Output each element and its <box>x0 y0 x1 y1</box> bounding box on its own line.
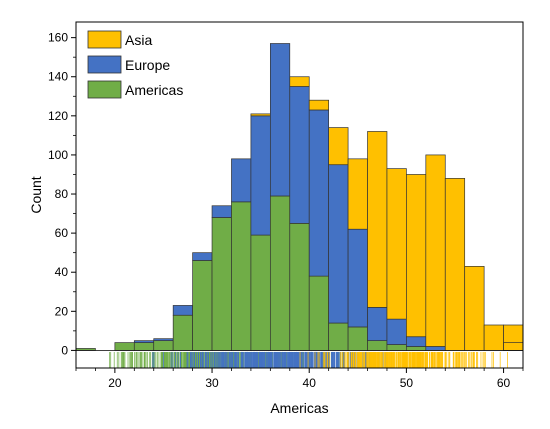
bar-asia-50 <box>406 174 427 338</box>
bar-americas-36 <box>269 195 291 351</box>
y-tick-label: 40 <box>55 265 69 279</box>
x-tick-label: 30 <box>205 376 219 390</box>
bar-asia-42 <box>328 127 349 166</box>
bar-europe-32 <box>231 158 252 203</box>
bar-asia-60 <box>503 342 524 351</box>
bar-asia-40 <box>308 99 330 111</box>
bar-americas-46 <box>367 340 388 351</box>
bar-americas-44 <box>347 326 368 351</box>
legend-label-asia: Asia <box>125 32 152 48</box>
bar-americas-50 <box>406 346 427 351</box>
bar-americas-20 <box>114 342 135 351</box>
bar-asia-48 <box>386 168 407 320</box>
bar-europe-28 <box>192 252 213 261</box>
bar-americas-22 <box>133 342 155 351</box>
bar-americas-42 <box>328 322 349 351</box>
bar-asia-58 <box>483 324 504 351</box>
bar-americas-34 <box>250 234 271 351</box>
bar-americas-24 <box>153 340 174 351</box>
legend-label-americas: Americas <box>125 82 183 98</box>
bar-asia-52 <box>425 154 446 347</box>
bar-asia-56 <box>464 266 485 351</box>
x-axis: 20 30 40 50 60 <box>75 368 524 390</box>
bar-europe-24 <box>153 338 174 341</box>
x-tick-label: 40 <box>303 376 317 390</box>
y-tick-label: 20 <box>55 304 69 318</box>
bar-europe-48 <box>386 318 407 345</box>
bar-asia-54 <box>444 178 466 351</box>
y-axis-label: Count <box>28 176 44 213</box>
bars-group <box>75 43 524 351</box>
bar-americas-26 <box>172 314 193 351</box>
legend-label-europe: Europe <box>125 57 170 73</box>
legend-swatch-asia <box>87 30 122 49</box>
bar-asia-44 <box>347 158 368 230</box>
y-tick-label: 120 <box>48 109 68 123</box>
legend: Asia Europe Americas <box>87 30 183 99</box>
bar-americas-48 <box>386 344 407 351</box>
rug-plot <box>109 351 508 368</box>
bar-europe-42 <box>328 164 349 324</box>
bar-europe-52 <box>425 346 446 351</box>
y-tick-label: 140 <box>48 70 68 84</box>
bar-europe-38 <box>289 86 310 224</box>
bar-europe-46 <box>367 307 388 341</box>
bar-europe-22 <box>133 340 155 343</box>
bar-europe-34 <box>250 115 271 236</box>
y-tick-label: 160 <box>48 31 68 45</box>
legend-swatch-americas <box>87 80 122 99</box>
x-tick-label: 60 <box>497 376 511 390</box>
legend-swatch-europe <box>87 55 122 74</box>
y-tick-label: 60 <box>55 226 69 240</box>
bar-americas-40 <box>308 275 330 351</box>
bar-europe-40 <box>308 109 330 277</box>
x-tick-label: 50 <box>400 376 414 390</box>
y-tick-label: 100 <box>48 148 68 162</box>
plot-frame <box>75 21 524 369</box>
bar-americas-28 <box>192 260 213 351</box>
bar-asia-38 <box>289 76 310 87</box>
bar-europe-26 <box>172 305 193 316</box>
bar-europe-50 <box>406 336 427 347</box>
bar-europe-30 <box>211 205 232 218</box>
bar-europe-36 <box>269 43 291 197</box>
bar-asia-46 <box>367 131 388 308</box>
x-axis-label: Americas <box>270 400 328 416</box>
y-tick-label: 0 <box>61 343 68 357</box>
y-tick-label: 80 <box>55 187 69 201</box>
bar-americas-38 <box>289 222 310 351</box>
x-tick-label: 20 <box>108 376 122 390</box>
bar-europe-44 <box>347 228 368 328</box>
bar-americas-30 <box>211 217 232 351</box>
bar-americas-32 <box>231 201 252 351</box>
y-axis: 0 20 40 60 80 100 120 140 160 <box>48 31 76 357</box>
bar-asia-34 <box>250 113 271 117</box>
